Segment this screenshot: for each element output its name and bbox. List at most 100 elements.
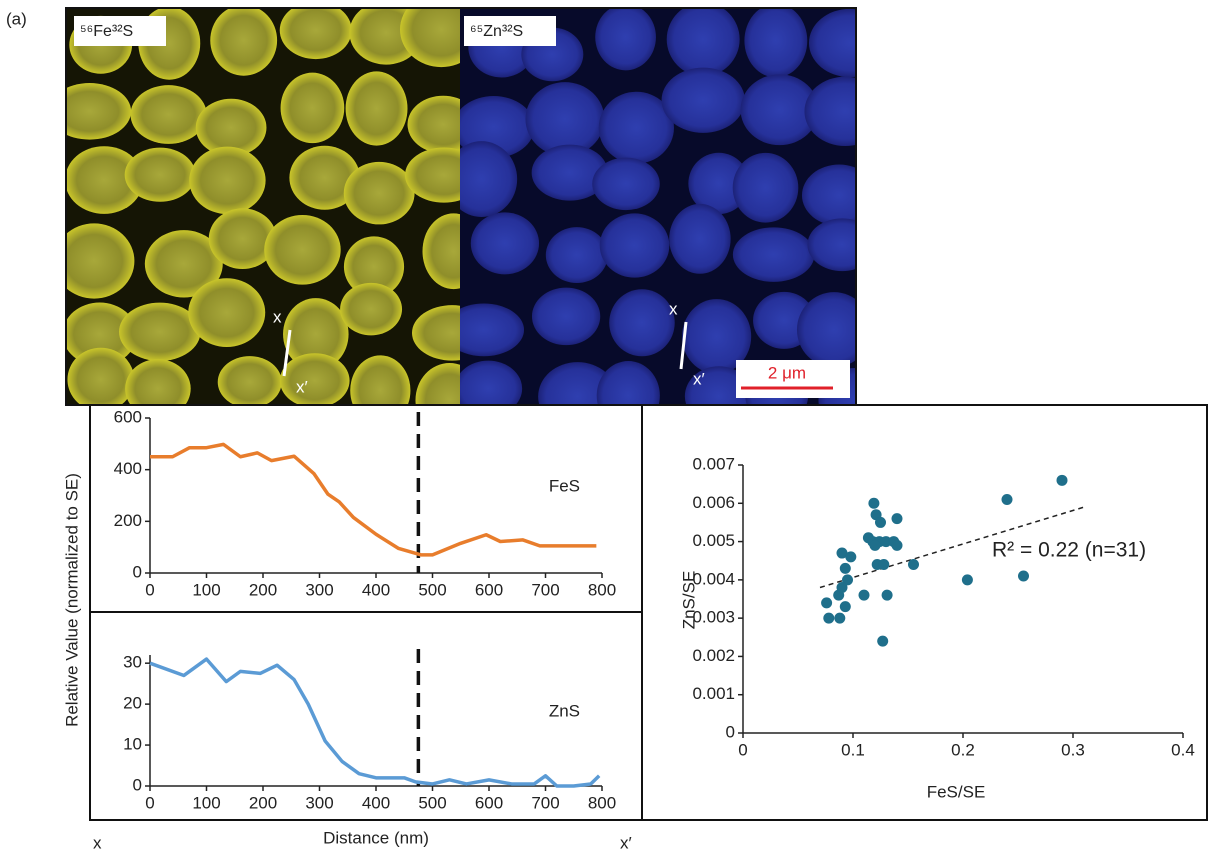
grain	[264, 215, 340, 285]
point	[840, 563, 851, 574]
grain	[340, 283, 402, 336]
point	[1018, 571, 1029, 582]
x-tick-label: 0	[145, 580, 154, 599]
x-tick-label: 0.4	[1171, 740, 1195, 759]
y-tick-label: 30	[123, 653, 142, 672]
marker: x′	[296, 377, 308, 396]
point	[823, 613, 834, 624]
point	[837, 582, 848, 593]
point	[892, 513, 903, 524]
point	[834, 613, 845, 624]
y-tick-label: 0	[133, 775, 142, 794]
x-tick-label: 200	[249, 793, 277, 812]
image-label: ⁵⁶Fe³²S	[80, 23, 133, 40]
y-tick-label: 0.004	[692, 569, 735, 588]
x-tick-label: 600	[475, 580, 503, 599]
y-tick-label: 10	[123, 735, 142, 754]
grain	[471, 212, 539, 274]
x-tick-label: 500	[418, 793, 446, 812]
y-tick-label: 0.007	[692, 454, 735, 473]
x-tick-label: 500	[418, 580, 446, 599]
line	[150, 659, 599, 786]
x-tick-label: 800	[588, 793, 616, 812]
grain	[600, 213, 670, 277]
grain	[669, 204, 730, 274]
grain	[733, 227, 815, 282]
marker: x	[669, 299, 678, 318]
y-tick-label: 0.003	[692, 608, 735, 627]
y-tick-label: 400	[114, 459, 142, 478]
grain	[280, 353, 350, 408]
annotation: R² = 0.22 (n=31)	[992, 539, 1146, 562]
grain	[454, 361, 522, 417]
x-tick-label: 700	[531, 580, 559, 599]
grain	[744, 4, 807, 78]
point	[875, 517, 886, 528]
grain	[662, 68, 745, 133]
grain	[809, 9, 891, 77]
point	[845, 551, 856, 562]
x-tick-label: 0.3	[1061, 740, 1085, 759]
grain	[592, 158, 660, 211]
x-tick-label: 600	[475, 793, 503, 812]
x-tick-label: 300	[305, 793, 333, 812]
point	[840, 601, 851, 612]
grain	[667, 2, 740, 76]
image-label: ⁶⁵Zn³²S	[470, 23, 523, 40]
point	[882, 590, 893, 601]
grain	[802, 164, 876, 225]
point	[1057, 475, 1068, 486]
y-tick-label: 20	[123, 694, 142, 713]
point	[908, 559, 919, 570]
grain	[350, 355, 410, 425]
point	[859, 590, 870, 601]
grain	[733, 153, 799, 223]
profile-end: x	[93, 833, 102, 852]
grain	[189, 147, 265, 215]
x-tick-label: 400	[362, 793, 390, 812]
point	[878, 559, 889, 570]
grain	[532, 288, 600, 346]
figure: (a) ⁵⁶Fe³²S ⁶⁵Zn³²S x x′ x x′ 2 μm Relat…	[0, 0, 1209, 855]
grain	[609, 289, 675, 356]
y-tick-label: 600	[114, 407, 142, 426]
point	[821, 597, 832, 608]
y-tick-label: 0	[133, 562, 142, 581]
grain	[546, 227, 608, 283]
point	[870, 540, 881, 551]
profile-end: x′	[620, 833, 632, 852]
grain	[346, 71, 408, 145]
grain	[280, 1, 352, 59]
grain	[218, 356, 282, 408]
x-tick-label: 100	[192, 580, 220, 599]
x-tick-label: 800	[588, 580, 616, 599]
point	[962, 574, 973, 585]
grain	[344, 162, 415, 225]
point	[868, 498, 879, 509]
x-tick-label: 700	[531, 793, 559, 812]
grain	[67, 348, 134, 412]
x-axis-label: Distance (nm)	[323, 828, 429, 847]
grain	[804, 77, 885, 146]
marker: x	[273, 307, 282, 326]
x-tick-label: 200	[249, 580, 277, 599]
x-tick-label: 0	[145, 793, 154, 812]
x-tick-label: 400	[362, 580, 390, 599]
y-axis-label: Relative Value (normalized to SE)	[62, 473, 81, 727]
grain	[210, 5, 277, 76]
scale-label: 2 μm	[768, 363, 806, 382]
y-tick-label: 0.006	[692, 493, 735, 512]
x-tick-label: 300	[305, 580, 333, 599]
point	[892, 540, 903, 551]
series-label: FeS	[549, 476, 580, 495]
line	[150, 444, 596, 555]
x-tick-label: 0.1	[841, 740, 865, 759]
grain	[595, 4, 656, 70]
y-tick-label: 0	[726, 722, 735, 741]
marker: x′	[693, 369, 705, 388]
y-tick-label: 0.001	[692, 684, 735, 703]
point	[1002, 494, 1013, 505]
x-tick-label: 100	[192, 793, 220, 812]
grain	[281, 73, 345, 144]
grain	[48, 83, 131, 140]
